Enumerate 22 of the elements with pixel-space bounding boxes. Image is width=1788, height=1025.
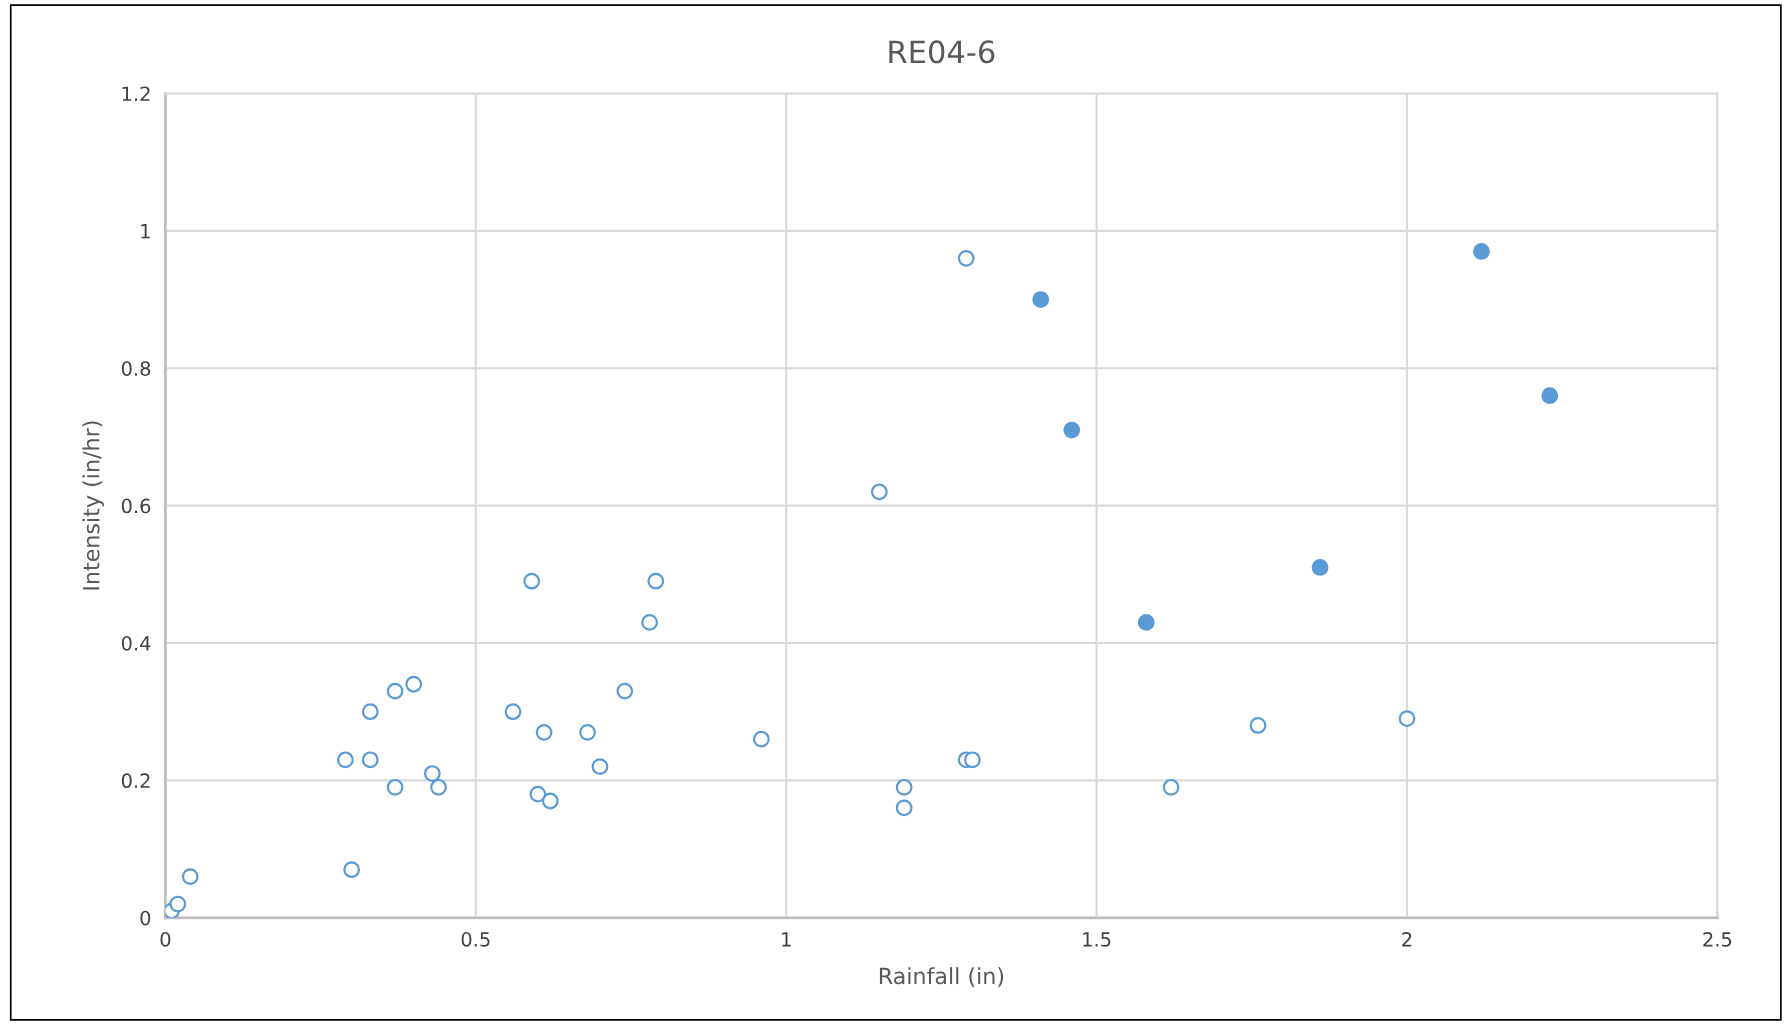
y-tick-label: 0.6 <box>121 498 151 514</box>
y-tick-label: 1.2 <box>122 86 150 101</box>
x-tick-label: 0.5 <box>461 932 490 947</box>
x-tick-label: 1 <box>782 932 791 947</box>
x-tick-label: 2.5 <box>1703 932 1732 947</box>
y-tick-label: 0 <box>140 910 151 926</box>
x-tick-label: 2 <box>1402 932 1412 947</box>
y-tick-label: 1 <box>141 224 150 239</box>
chart-title: RE04-6 <box>889 40 995 64</box>
y-axis-title: Intensity (in/hr) <box>82 421 104 590</box>
point <box>1541 387 1559 405</box>
point <box>1137 614 1155 631</box>
y-tick-label: 0.8 <box>121 361 151 376</box>
point <box>1032 291 1050 308</box>
point <box>1311 559 1329 576</box>
point <box>1473 243 1490 260</box>
y-tick-label: 0.2 <box>121 773 150 789</box>
x-tick-label: 1.5 <box>1083 932 1111 947</box>
y-tick-label: 0.4 <box>121 635 151 651</box>
x-tick-label: 0 <box>160 932 171 947</box>
x-axis-title: Rainfall (in) <box>879 967 1004 987</box>
point <box>1063 421 1081 439</box>
